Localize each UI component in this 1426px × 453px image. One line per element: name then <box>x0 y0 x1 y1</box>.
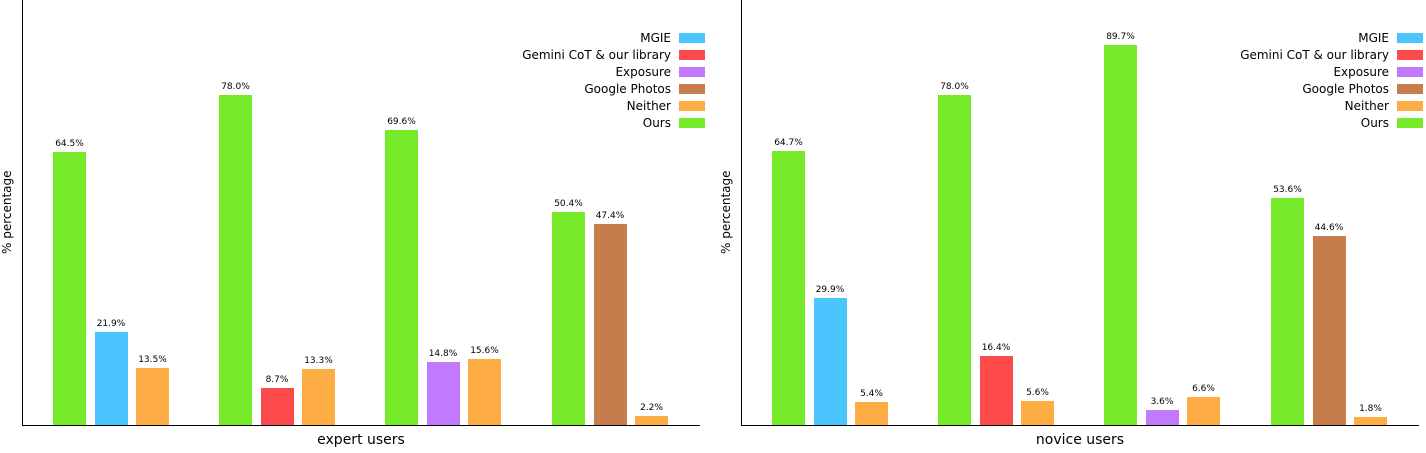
bar-google-photos <box>1312 236 1346 425</box>
legend-label: Gemini CoT & our library <box>1240 47 1389 62</box>
bar-value-label: 1.8% <box>1359 404 1382 415</box>
legend-item: Ours <box>1361 114 1423 131</box>
legend-swatch <box>679 117 705 128</box>
bar-value-label: 15.6% <box>470 345 499 356</box>
legend-label: Ours <box>1360 115 1389 130</box>
bar-value-label: 2.2% <box>640 402 663 413</box>
bar-ours <box>385 130 418 425</box>
legend-label: MGIE <box>640 30 671 45</box>
bar-gemini-cot-our-library <box>260 388 294 425</box>
legend-item: Neither <box>1345 97 1423 114</box>
legend-swatch <box>1397 32 1423 43</box>
bar-value-label: 8.7% <box>265 375 289 386</box>
bar-value-label: 78.0% <box>221 81 250 92</box>
bar-value-label: 13.5% <box>138 354 167 365</box>
legend-item: Exposure <box>615 63 705 80</box>
bar-neither <box>468 358 501 425</box>
bar-value-label: 13.3% <box>304 355 333 366</box>
bar-value-label: 14.8% <box>428 349 458 360</box>
bar-value-label: 53.6% <box>1273 185 1302 195</box>
legend-label: Google Photos <box>584 81 671 96</box>
x-axis-label: novice users <box>1035 432 1125 448</box>
bar-value-label: 64.5% <box>55 138 84 149</box>
bar-value-label: 16.4% <box>981 342 1011 353</box>
legend-label: Ours <box>642 115 671 130</box>
bar-ours <box>53 151 86 425</box>
legend-item: Google Photos <box>1302 80 1423 97</box>
bar-value-label: 5.6% <box>1026 388 1049 399</box>
bar-mgie <box>94 332 128 425</box>
legend-swatch <box>679 83 705 94</box>
bar-mgie <box>813 298 847 425</box>
bar-ours <box>938 94 971 425</box>
y-axis-line <box>22 0 23 426</box>
bar-neither <box>1354 417 1387 425</box>
legend-swatch <box>679 100 705 111</box>
legend-swatch <box>679 66 705 77</box>
bar-neither <box>635 415 668 425</box>
bar-value-label: 47.4% <box>595 211 625 222</box>
bar-ours <box>219 94 252 425</box>
bar-value-label: 21.9% <box>96 319 126 330</box>
legend-label: Exposure <box>1333 64 1389 79</box>
bar-value-label: 69.6% <box>387 117 416 128</box>
legend-item: Ours <box>643 114 705 131</box>
bar-value-label: 6.6% <box>1192 384 1215 395</box>
y-axis-label: % percentage <box>719 170 733 254</box>
legend-label: Gemini CoT & our library <box>522 47 671 62</box>
legend-swatch <box>1397 100 1423 111</box>
bar-neither <box>136 367 169 425</box>
legend-item: Exposure <box>1333 63 1423 80</box>
legend-label: Neither <box>626 98 671 113</box>
bar-value-label: 89.7% <box>1106 32 1135 43</box>
bar-exposure <box>1145 409 1179 425</box>
legend-label: MGIE <box>1358 30 1389 45</box>
legend-item: Gemini CoT & our library <box>522 46 705 63</box>
legend-item: MGIE <box>640 29 705 46</box>
legend-item: MGIE <box>1358 29 1423 46</box>
bar-neither <box>1187 397 1220 425</box>
x-axis-line <box>741 425 1419 426</box>
legend-item: Gemini CoT & our library <box>1240 46 1423 63</box>
bar-value-label: 3.6% <box>1150 396 1174 407</box>
legend-swatch <box>1397 117 1423 128</box>
legend-swatch <box>1397 49 1423 60</box>
bar-exposure <box>426 362 460 425</box>
bar-value-label: 44.6% <box>1314 223 1344 234</box>
bar-value-label: 64.7% <box>774 137 803 148</box>
legend-label: Google Photos <box>1302 81 1389 96</box>
y-axis-label: % percentage <box>0 170 14 254</box>
bar-google-photos <box>593 224 627 425</box>
bar-ours <box>1271 198 1304 425</box>
legend-swatch <box>1397 66 1423 77</box>
bar-neither <box>855 402 888 425</box>
bar-gemini-cot-our-library <box>979 355 1013 425</box>
bar-ours <box>1104 45 1137 425</box>
legend-swatch <box>1397 83 1423 94</box>
legend-label: Exposure <box>615 64 671 79</box>
x-axis-line <box>22 425 700 426</box>
legend-item: Google Photos <box>584 80 705 97</box>
bar-neither <box>302 368 335 425</box>
legend-swatch <box>679 32 705 43</box>
bar-ours <box>552 211 585 425</box>
legend-swatch <box>679 49 705 60</box>
bar-value-label: 5.4% <box>860 389 883 400</box>
bar-value-label: 50.4% <box>554 198 583 209</box>
bar-value-label: 29.9% <box>815 285 845 296</box>
y-axis-line <box>741 0 742 426</box>
bar-value-label: 78.0% <box>940 81 969 92</box>
bar-ours <box>772 150 805 425</box>
bar-neither <box>1021 401 1054 425</box>
legend-label: Neither <box>1344 98 1389 113</box>
x-axis-label: expert users <box>317 432 405 448</box>
legend-item: Neither <box>627 97 705 114</box>
